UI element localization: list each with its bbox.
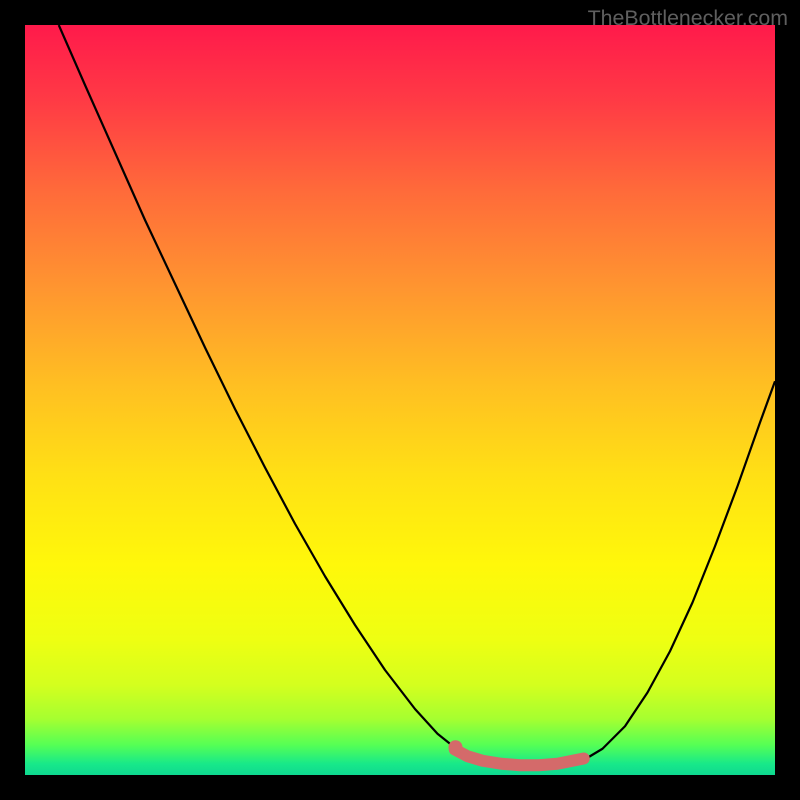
chart-svg [25, 25, 775, 775]
plot-background [25, 25, 775, 775]
watermark-label: TheBottlenecker.com [588, 6, 788, 31]
highlight-start-marker [449, 740, 463, 754]
plot-area [25, 25, 775, 775]
